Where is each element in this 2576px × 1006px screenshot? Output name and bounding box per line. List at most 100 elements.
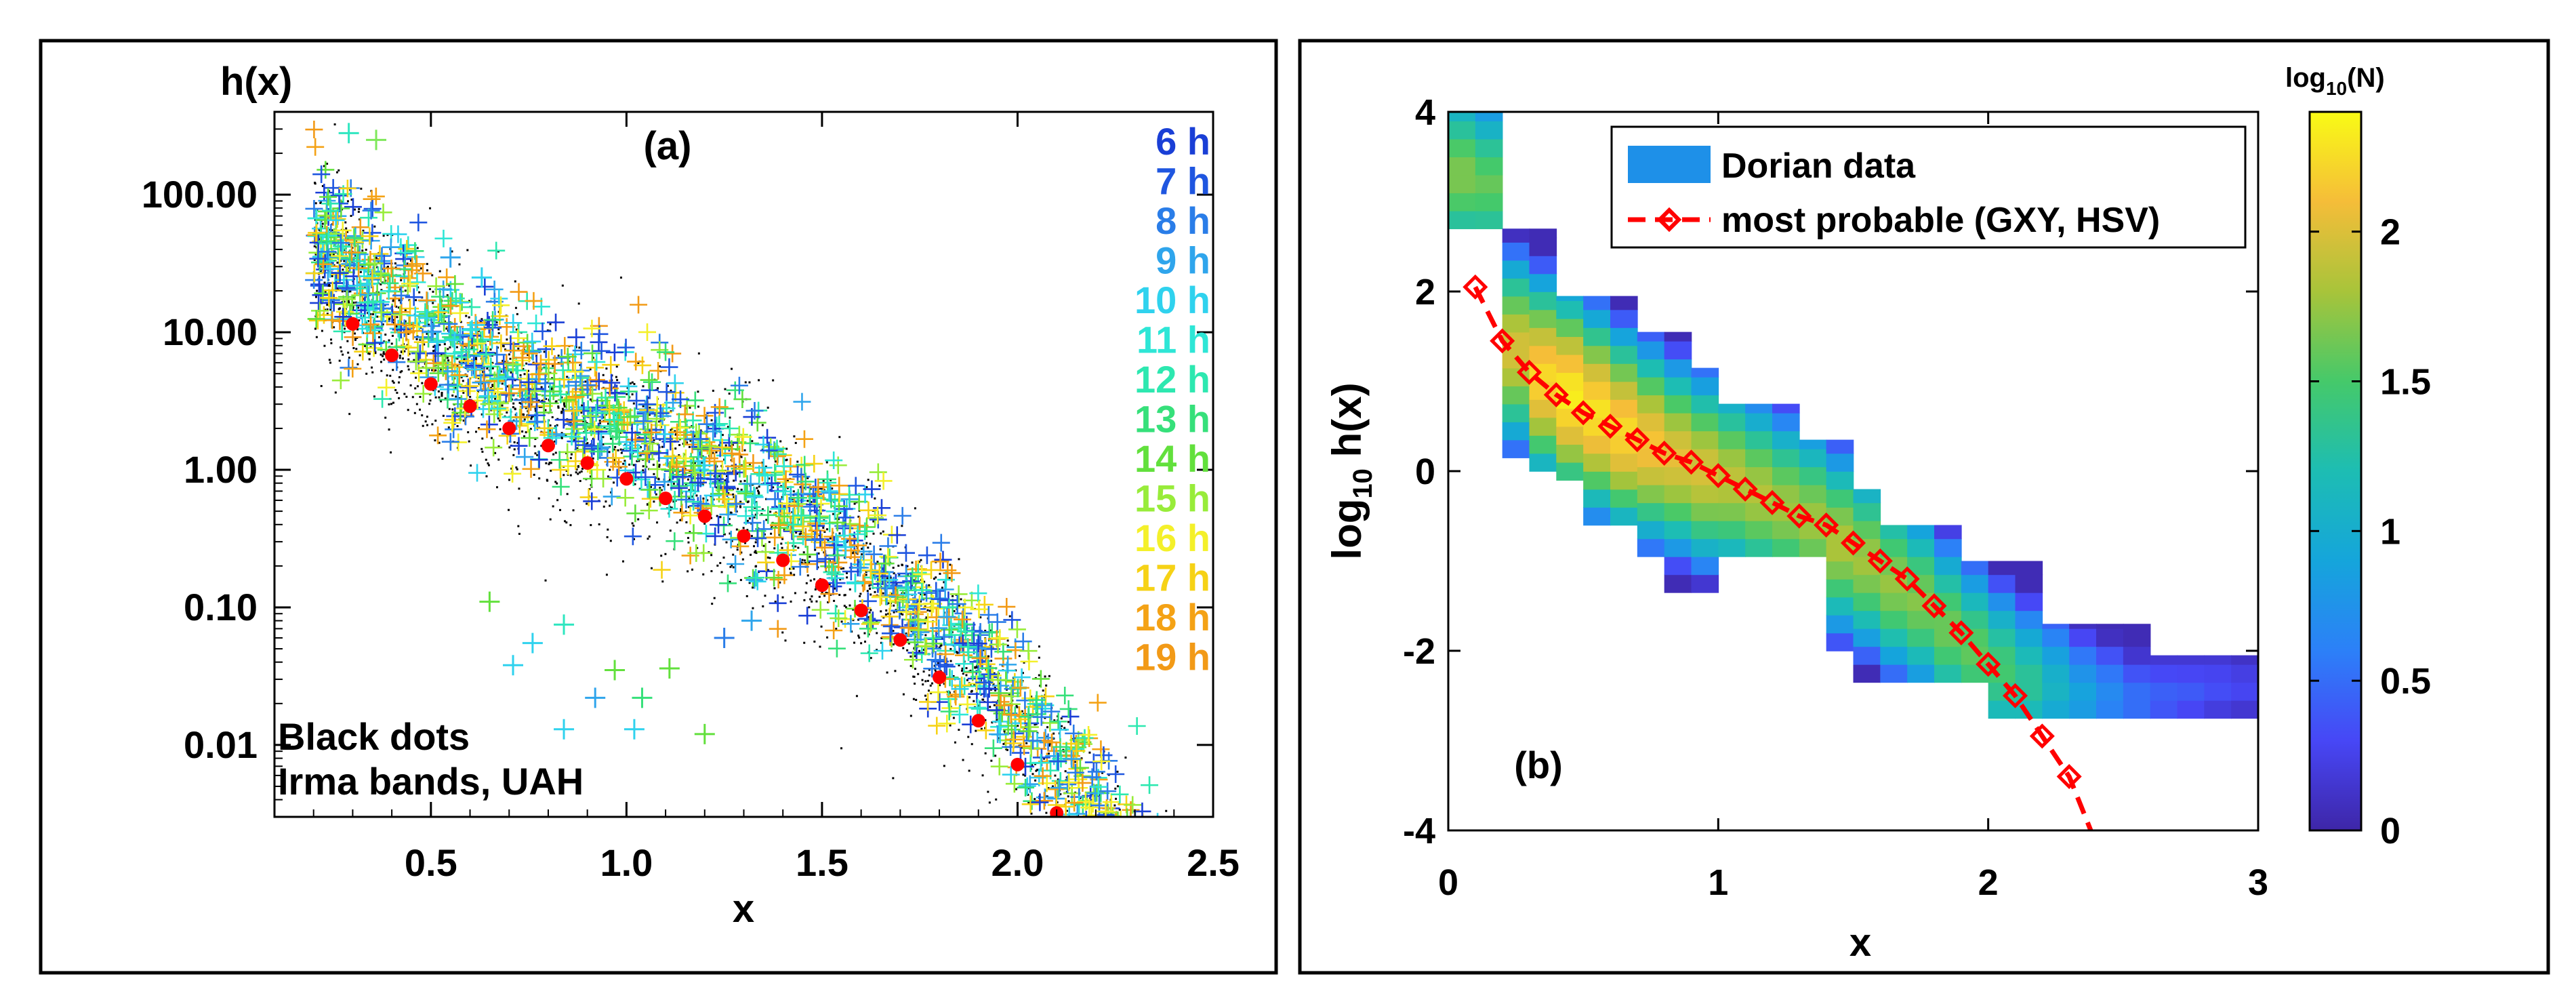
- black-dot: [1048, 675, 1050, 677]
- black-dot: [382, 323, 384, 326]
- panel-b-xlabel: x: [1849, 921, 1871, 965]
- colorbar-tick-label: 1.5: [2380, 362, 2431, 403]
- black-dot: [892, 643, 895, 646]
- band-cross: [442, 328, 460, 346]
- black-dot: [648, 535, 651, 538]
- band-cross: [510, 283, 528, 301]
- band-cross: [987, 701, 1006, 719]
- black-dot: [786, 487, 789, 489]
- black-dot: [343, 327, 346, 330]
- black-dot: [423, 343, 426, 346]
- black-dot: [434, 332, 436, 335]
- band-cross: [897, 544, 915, 562]
- black-dot: [958, 729, 960, 731]
- band-cross: [737, 460, 755, 478]
- black-dot: [729, 416, 731, 419]
- outlier-cross: [440, 247, 461, 268]
- density-cell: [1583, 381, 1611, 400]
- black-dot: [684, 483, 687, 486]
- most-probable-point: [580, 456, 594, 470]
- black-dot: [1114, 797, 1117, 800]
- band-cross: [535, 403, 553, 422]
- black-dot: [490, 437, 493, 439]
- black-dot: [935, 576, 937, 579]
- black-dot: [792, 490, 795, 493]
- black-dot: [1063, 727, 1066, 729]
- black-dot: [344, 221, 347, 224]
- density-cell: [2150, 682, 2178, 701]
- black-dot: [466, 249, 469, 252]
- black-dot: [944, 662, 947, 665]
- band-cross: [596, 388, 615, 407]
- band-cross: [990, 718, 1008, 736]
- band-cross: [943, 626, 961, 644]
- black-dot: [726, 475, 729, 478]
- band-cross: [869, 506, 887, 525]
- black-dot: [329, 361, 332, 364]
- band-cross: [418, 309, 436, 327]
- black-dot: [943, 765, 945, 767]
- density-cell: [1556, 444, 1584, 463]
- most-probable-point: [737, 529, 751, 543]
- most-probable-marker: [2029, 723, 2055, 749]
- black-dot: [825, 461, 828, 464]
- outlier-cross: [554, 719, 575, 740]
- black-dot: [785, 458, 788, 461]
- legend-entry-13h: 13 h: [1134, 398, 1210, 441]
- band-cross: [520, 373, 538, 391]
- black-dot: [715, 486, 718, 489]
- density-cell: [1556, 318, 1584, 338]
- black-dot: [345, 227, 348, 230]
- density-cell: [1853, 592, 1881, 611]
- black-dot: [1118, 808, 1121, 811]
- black-dot: [846, 576, 849, 579]
- band-cross: [990, 757, 1008, 776]
- black-dot: [391, 334, 394, 337]
- band-cross: [649, 361, 668, 380]
- band-cross: [947, 687, 965, 706]
- black-dot: [865, 574, 867, 576]
- legend-entry-6h: 6 h: [1156, 120, 1210, 163]
- black-dot: [1003, 729, 1006, 732]
- black-dot: [324, 291, 327, 294]
- black-dot: [1044, 717, 1046, 719]
- legend-dorian-swatch: [1628, 146, 1711, 183]
- black-dot: [411, 323, 413, 326]
- band-cross: [733, 390, 752, 408]
- density-cell: [1934, 525, 1962, 540]
- black-dot: [471, 347, 474, 350]
- black-dot: [406, 344, 409, 346]
- black-dot: [859, 592, 862, 595]
- black-dot: [781, 631, 784, 634]
- black-dot: [509, 357, 512, 360]
- black-dot: [549, 424, 552, 427]
- black-dot: [438, 441, 441, 444]
- density-cell: [1772, 448, 1800, 468]
- black-dot: [790, 600, 792, 603]
- black-dot: [549, 518, 552, 521]
- band-cross: [793, 393, 811, 411]
- black-dot: [727, 492, 730, 495]
- black-dot: [377, 336, 380, 339]
- black-dot: [458, 361, 461, 363]
- density-cell: [1637, 395, 1665, 414]
- black-dot: [994, 689, 997, 691]
- black-dot: [876, 649, 878, 651]
- band-cross: [852, 555, 870, 574]
- black-dot: [691, 568, 693, 571]
- black-dot: [441, 395, 443, 397]
- band-cross: [427, 277, 445, 296]
- black-dot: [368, 358, 371, 361]
- most-probable-point: [541, 439, 555, 453]
- black-dot: [633, 382, 636, 385]
- black-dot: [1043, 757, 1046, 760]
- black-dot: [382, 235, 385, 237]
- black-dot: [661, 445, 663, 448]
- black-dot: [477, 329, 480, 332]
- band-cross: [588, 353, 606, 371]
- legend-entry-9h: 9 h: [1156, 239, 1210, 282]
- black-dot: [371, 313, 374, 316]
- band-cross: [1083, 768, 1101, 786]
- black-dot: [774, 601, 777, 603]
